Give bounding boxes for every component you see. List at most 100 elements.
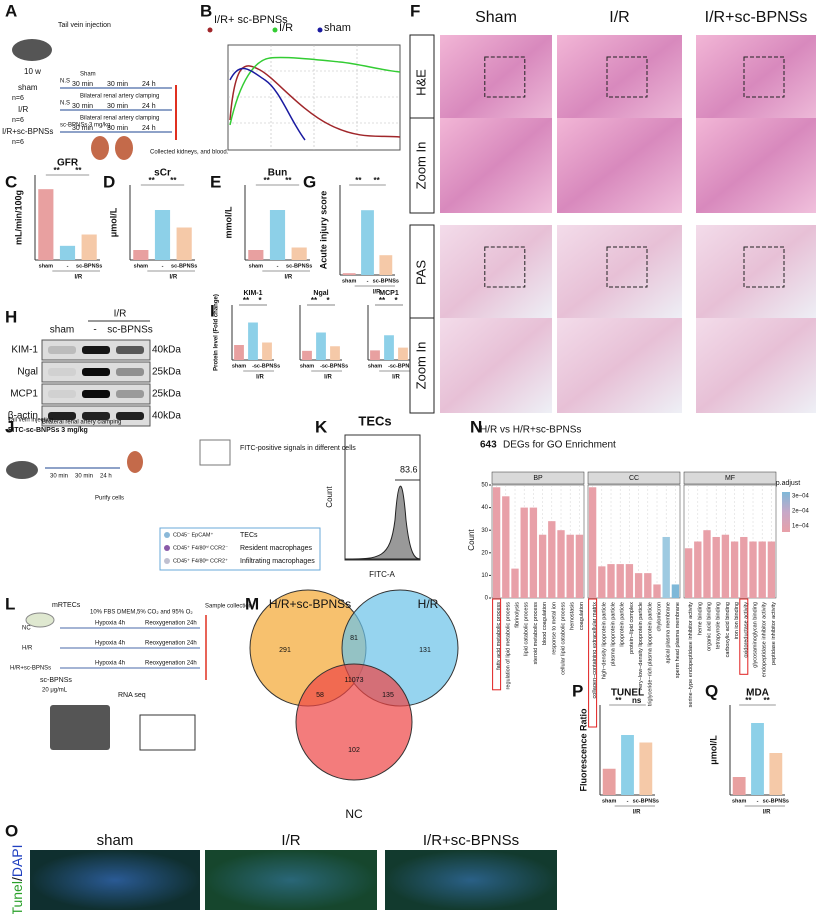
facet-strip [683,471,777,485]
label: Reoxygenation 24h [145,641,197,647]
term-label: fibrinolysis [514,602,520,628]
significance: ** [243,296,250,305]
label: Bilateral renal artery clamping [80,116,159,122]
label: Collected kidneys, and blood. [150,150,229,156]
bar [751,723,764,795]
trace [229,65,401,138]
legend-label: I/R+ sc-BPNSs [214,14,288,26]
row-label: PAS [413,260,428,285]
x-tick-label: sham [232,363,246,369]
bar [607,564,615,598]
x-tick-label: sham [342,278,356,284]
label: 30 min [50,474,68,480]
band [48,390,76,398]
protein-label: KIM-1 [11,345,38,356]
mouse-icon [12,39,52,61]
highlight-box [739,598,749,675]
zoom-box [606,246,648,288]
panel-letter: G [303,172,316,191]
x-tick-label: - [757,798,759,804]
side-label: Tunel/DAPI [9,844,25,914]
y-axis-label: Acute injury score [318,191,328,270]
bar [671,584,680,598]
term-label: peptidase inhibitor activity [771,602,777,665]
label: RNA seq [118,692,146,699]
bar [639,742,653,795]
term-label: plasma lipoprotein particle [610,602,616,666]
term-label: fatty acid metabolic process [496,602,502,670]
cell-dot [164,558,170,564]
venn-count: 291 [279,647,291,654]
bar [758,541,766,598]
x-tick-label: sc-BPNSs [322,363,348,369]
significance: * [258,296,262,305]
significance: ** [311,296,318,305]
label: 24 h [142,81,156,88]
label: sham [18,83,38,92]
column-header: sham [97,832,134,849]
side-label-part: / [9,877,25,881]
bar [538,534,547,598]
group-label: I/R [284,275,292,281]
term-label: chylomicron [656,602,662,631]
label: Hypoxia 4h [95,641,125,647]
bar [616,564,624,598]
bar [511,568,519,598]
legend-dot [207,27,213,33]
highlight-box [588,598,598,728]
column-header: I/R+sc-BPNSs [705,9,808,26]
chart-title: GFR [57,158,79,169]
y-tick-label: 50 [481,483,488,489]
cell-dot [164,532,170,538]
significance: ** [75,166,82,175]
label: sc-BPNSs 3 mg/kg [60,123,110,129]
micrograph [557,318,682,413]
x-tick-label: sham [249,263,263,269]
term-label: high−density lipoprotein particle [601,602,607,679]
label: sc-BPNSs [40,677,72,684]
x-tick-label: - [277,263,279,269]
trace [229,56,401,126]
x-tick-label: sham [368,363,382,369]
term-label: protein−lipid complex [629,602,635,654]
label: Hypoxia 4h [95,621,125,627]
band [82,412,110,420]
x-tick-label: sc-BPNSs [254,363,280,369]
label: H/R+sc-BPNSs [10,666,51,672]
bar [154,210,171,260]
panel-letter: O [5,821,18,840]
band [82,346,110,354]
label: I/R [18,105,28,114]
protein-label: Ngal [17,367,38,378]
lane-label: - [93,325,96,336]
micrograph [440,225,552,320]
bar [575,534,584,598]
label: 30 min [107,81,128,88]
y-axis-label: mL/min/100g [13,190,23,245]
dish-icon [25,612,55,628]
fluorescence-image [30,850,200,910]
panel-letter: A [5,1,17,20]
group-label: I/R [324,375,332,381]
set-label: H/R [418,597,439,611]
lane-label: sham [50,325,74,336]
facet-label: CC [629,475,639,482]
panel-letter: J [5,417,14,436]
label: I/R [114,309,127,320]
chart-title: TECs [358,413,391,428]
significance: ** [379,296,386,305]
label: DEGs for GO Enrichment [503,440,616,451]
label: 24 h [142,125,156,132]
x-tick-label: sham [602,798,616,804]
bar [133,250,149,260]
group-label: I/R [763,810,771,816]
label: 30 min [107,103,128,110]
panel-letter: H [5,307,17,326]
label: 30 min [72,81,93,88]
size-label: 40kDa [152,345,181,356]
bar [732,777,746,795]
color-legend [782,492,790,532]
cell-box [159,527,321,571]
side-label-part: DAPI [9,844,25,877]
bar [330,346,340,360]
